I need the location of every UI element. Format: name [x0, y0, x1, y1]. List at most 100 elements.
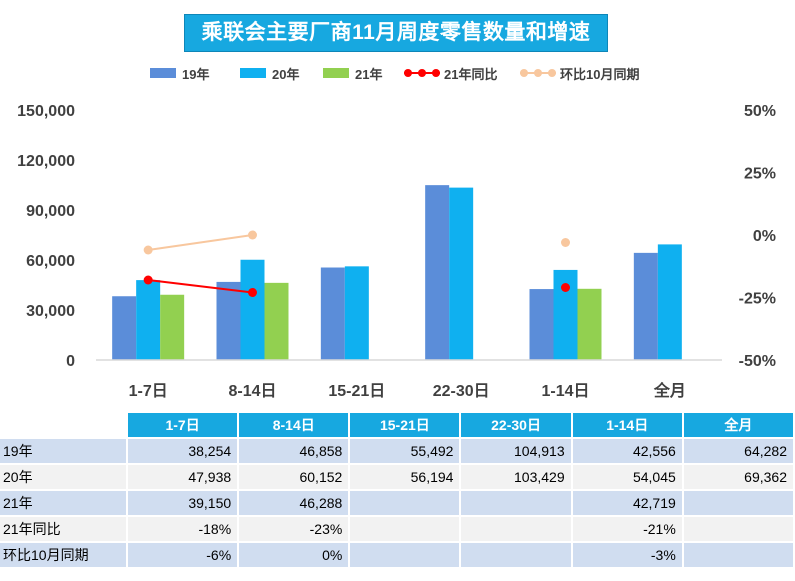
- bar: [320, 267, 345, 360]
- x-tick-label: 15-21日: [328, 382, 385, 400]
- chart-legend: 19年 20年 21年 21年同比 环比10月同期: [0, 63, 795, 83]
- table-cell: 56,194: [350, 465, 462, 491]
- table-cell: 38,254: [128, 439, 240, 465]
- legend-label: 21年同比: [444, 66, 498, 82]
- table-cell: 55,492: [350, 439, 462, 465]
- series-point: [143, 245, 153, 255]
- legend-label: 19年: [182, 66, 210, 82]
- table-cell: -6%: [128, 543, 240, 569]
- x-tick-label: 全月: [653, 381, 686, 400]
- series-point: [561, 283, 570, 292]
- row-label: 21年同比: [0, 517, 128, 543]
- table-cell: 103,429: [461, 465, 573, 491]
- y-left-tick-label: 60,000: [26, 253, 75, 270]
- bar: [112, 296, 137, 360]
- table-row: 19年 38,254 46,858 55,492 104,913 42,556 …: [0, 439, 795, 465]
- y-left-tick-label: 0: [66, 353, 75, 370]
- bar: [216, 281, 241, 360]
- series-line: [148, 279, 253, 294]
- legend-swatch: [323, 68, 349, 78]
- bar: [449, 187, 474, 360]
- bar: [577, 288, 602, 360]
- legend-label: 环比10月同期: [560, 66, 640, 82]
- table-header: 8-14日: [239, 413, 351, 439]
- table-header: 1-7日: [128, 413, 240, 439]
- y-left-tick-label: 90,000: [26, 203, 75, 220]
- bar: [264, 282, 289, 360]
- bar: [657, 244, 682, 360]
- x-tick-label: 1-14日: [541, 382, 589, 400]
- table-cell: -18%: [128, 517, 240, 543]
- table-cell: 0%: [239, 543, 351, 569]
- row-label: 19年: [0, 439, 128, 465]
- legend-swatch: [240, 68, 266, 78]
- chart-area: 乘联会主要厂商11月周度零售数量和增速 19年 20年 21年 21年同比 环比10月同…: [0, 14, 795, 400]
- table-cell: [350, 517, 462, 543]
- x-tick-label: 1-7日: [129, 382, 168, 400]
- legend-item: 20年: [240, 63, 299, 83]
- table-row: 环比10月同期 -6% 0% -3%: [0, 543, 795, 569]
- table-cell: 39,150: [128, 491, 240, 517]
- table-header-row: 1-7日 8-14日 15-21日 22-30日 1-14日 全月: [0, 413, 795, 439]
- table-cell: [461, 543, 573, 569]
- table-cell: 60,152: [239, 465, 351, 491]
- bar: [529, 289, 554, 360]
- legend-swatch: [404, 68, 440, 78]
- table-cell: -23%: [239, 517, 351, 543]
- series-point: [248, 230, 257, 240]
- table-cell: [683, 491, 795, 517]
- table-header: 1-14日: [572, 413, 684, 439]
- table-cell: 64,282: [683, 439, 795, 465]
- legend-item: 环比10月同期: [520, 63, 639, 83]
- bar: [160, 294, 185, 360]
- series-point: [248, 288, 257, 297]
- bar: [344, 266, 369, 360]
- table-cell: [461, 517, 573, 543]
- y-left-tick-label: 150,000: [17, 103, 75, 120]
- table-cell: 104,913: [461, 439, 573, 465]
- table-cell: -3%: [572, 543, 684, 569]
- bar: [136, 280, 161, 360]
- series-point: [143, 275, 153, 285]
- data-table: 1-7日 8-14日 15-21日 22-30日 1-14日 全月 19年 38…: [0, 413, 795, 569]
- table-cell: 42,556: [572, 439, 684, 465]
- chart-svg: 0 30,000 60,000 90,000 120,000 150,000 -50% -25…: [17, 103, 776, 400]
- x-tick-label: 22-30日: [433, 382, 490, 400]
- table-cell: [683, 543, 795, 569]
- y-right-tick-label: 0%: [753, 228, 776, 245]
- legend-label: 21年: [355, 66, 383, 82]
- table-cell: -21%: [572, 517, 684, 543]
- bar: [240, 259, 265, 360]
- y-right-tick-label: -25%: [739, 291, 776, 308]
- table-cell: [461, 491, 573, 517]
- table-row: 21年 39,150 46,288 42,719: [0, 491, 795, 517]
- y-right-tick-label: 25%: [744, 166, 776, 183]
- table-row: 21年同比 -18% -23% -21%: [0, 517, 795, 543]
- table-row: 20年 47,938 60,152 56,194 103,429 54,045 …: [0, 465, 795, 491]
- table-cell: 46,288: [239, 491, 351, 517]
- table-cell: [683, 517, 795, 543]
- row-label: 20年: [0, 465, 128, 491]
- bar: [425, 185, 450, 360]
- row-label: 21年: [0, 491, 128, 517]
- y-right-tick-label: 50%: [744, 103, 776, 120]
- table-cell: [350, 491, 462, 517]
- series-point: [561, 238, 570, 247]
- table-cell: 46,858: [239, 439, 351, 465]
- legend-item: 21年: [323, 63, 382, 83]
- table-cell: 54,045: [572, 465, 684, 491]
- table-header: 22-30日: [461, 413, 573, 439]
- series-line: [148, 234, 253, 251]
- table-header: 全月: [683, 413, 795, 439]
- row-label: 环比10月同期: [0, 543, 128, 569]
- y-left-tick-label: 30,000: [26, 303, 75, 320]
- y-right-tick-label: -50%: [739, 353, 776, 370]
- legend-swatch: [520, 68, 556, 78]
- legend-item: 19年: [150, 63, 209, 83]
- chart-title: 乘联会主要厂商11月周度零售数量和增速: [184, 14, 608, 52]
- legend-item: 21年同比: [404, 63, 497, 83]
- table-cell: [350, 543, 462, 569]
- x-tick-label: 8-14日: [228, 382, 276, 400]
- table-corner-cell: [0, 413, 128, 439]
- legend-swatch: [150, 68, 176, 78]
